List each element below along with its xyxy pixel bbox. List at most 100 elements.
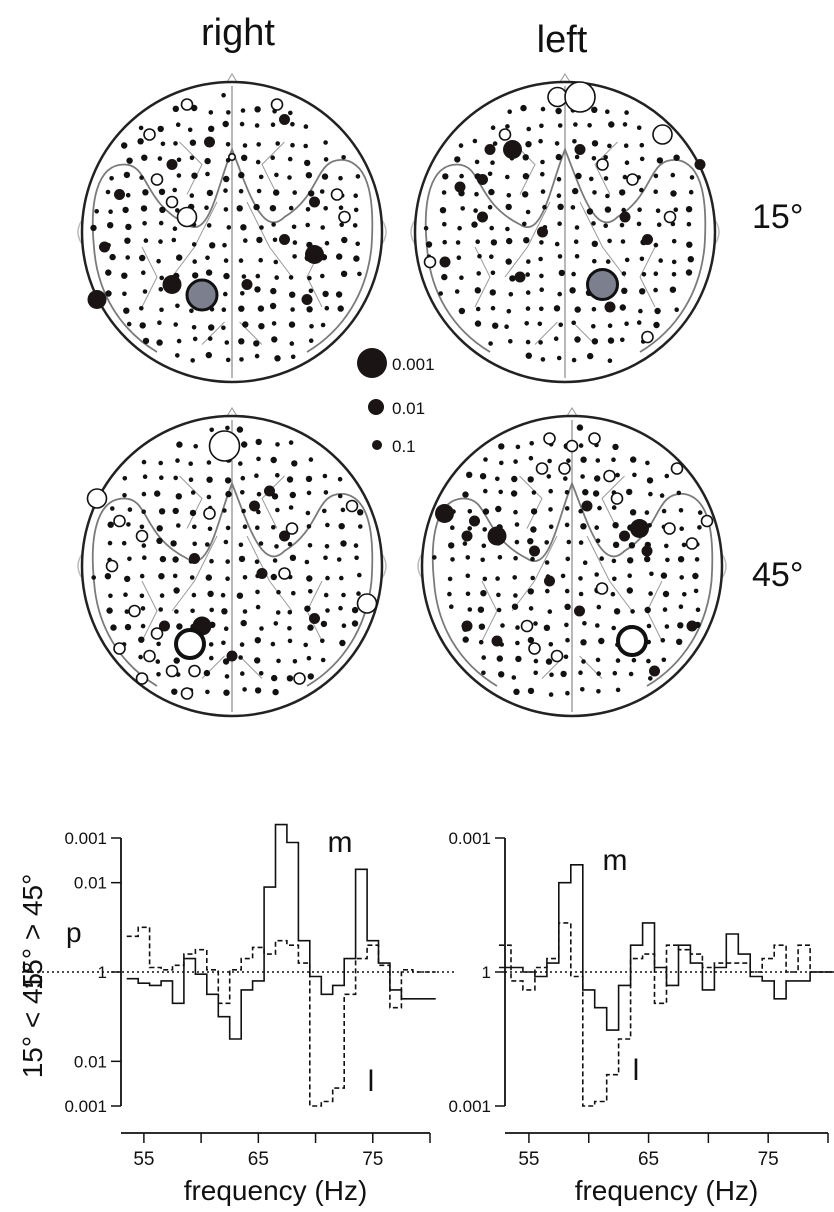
electrode-dot (530, 508, 538, 515)
electrode-dot (574, 336, 581, 343)
angle-label-15: 15° (752, 198, 803, 236)
electrode-dot (141, 491, 147, 497)
electrode-dot (686, 221, 692, 227)
electrode-dot (353, 193, 359, 198)
electrode-open (270, 98, 284, 111)
electrode-dot (597, 505, 602, 511)
electrode-open (135, 529, 149, 543)
right-ear-shape (381, 553, 387, 579)
series-m-line (126, 823, 436, 1040)
electrode-dot (127, 556, 132, 562)
nose-marker (566, 407, 578, 417)
electrode-dot (497, 555, 503, 560)
electrode-open (564, 81, 596, 113)
electrode-significant (477, 174, 488, 185)
electrode-dot (127, 507, 133, 512)
electrode-dot (467, 526, 473, 531)
electrode-significant (619, 530, 630, 542)
electrode-dot (104, 573, 112, 580)
electrode-dot (578, 443, 584, 448)
electrode-dot (270, 122, 276, 127)
electrode-dot (508, 339, 513, 344)
electrode-dot (209, 558, 214, 564)
electrode-dot (515, 444, 521, 450)
electrode-dot (208, 110, 214, 115)
electrode-dot (527, 687, 535, 695)
electrode-dot (578, 540, 584, 545)
electrode-dot (274, 172, 279, 178)
electrode-dot (604, 206, 612, 213)
electrode-dot (159, 275, 164, 281)
electrode-dot (612, 522, 619, 529)
electrode-dot (176, 254, 183, 261)
electrode-dot (209, 655, 214, 661)
electrode-dot (191, 592, 197, 598)
electrode-dot (176, 173, 182, 178)
electrode-dot (158, 188, 166, 195)
electrode-dot (653, 242, 659, 248)
electrode-open (663, 210, 677, 224)
electrode-dot (173, 141, 178, 146)
electrode-open (180, 687, 194, 700)
electrode-dot (305, 207, 311, 212)
electrode-dot (126, 157, 133, 164)
electrode-dot (639, 142, 645, 148)
electrode-dot (459, 275, 464, 281)
p-value-legend: 0.001 0.01 0.1 (357, 348, 435, 456)
electrode-dot (528, 455, 534, 461)
electrode-dot (156, 672, 161, 677)
electrode-dot (108, 209, 113, 214)
electrode-dot (255, 159, 261, 165)
electrode-dot (603, 223, 608, 228)
electrode-dot (482, 576, 488, 582)
electrode-dot (539, 123, 544, 129)
electrode-dot (510, 490, 518, 497)
electrode-dot (337, 305, 344, 312)
electrode-dot (576, 424, 584, 431)
electrode-open (150, 173, 164, 186)
electrode-dot (582, 489, 589, 496)
electrode-dot (357, 572, 362, 578)
electrode-dot (292, 190, 298, 195)
electrode-dot (208, 125, 215, 132)
electrode-dot (139, 175, 144, 180)
electrode-dot (596, 604, 602, 610)
electrode-dot (122, 206, 129, 214)
electrode-dot (442, 173, 449, 180)
electrode-dot (340, 270, 348, 277)
electrode-dot (525, 306, 531, 311)
electrode-dot (255, 273, 261, 279)
electrode-dot (457, 225, 462, 231)
electrode-dot (105, 269, 112, 276)
electrode-dot (292, 240, 298, 245)
electrode-dot (303, 124, 309, 129)
electrode-dot (192, 524, 197, 530)
electrode-dot (221, 608, 228, 615)
electrode-dot (205, 351, 212, 359)
electrode-dot (506, 193, 512, 198)
electrode-dot (622, 122, 628, 127)
electrode-dot (607, 337, 615, 344)
electrode-dot (692, 572, 699, 580)
electrode-dot (290, 142, 295, 148)
electrode-dot (626, 488, 633, 496)
electrode-dot (653, 287, 658, 293)
electrode-dot (454, 289, 460, 294)
electrode-dot (288, 321, 296, 328)
electrode-dot (671, 238, 677, 244)
electrode-dot (122, 476, 128, 481)
electrode-dot (176, 441, 183, 448)
electrode-dot (488, 188, 495, 196)
electrode-dot (173, 657, 180, 664)
electrode-dot (596, 689, 601, 694)
electrode-dot (608, 121, 615, 128)
electrode-dot (204, 157, 211, 165)
electrode-dot (665, 557, 670, 563)
electrode-dot (242, 143, 248, 148)
electrode-dot (305, 510, 311, 516)
electrode-dot (607, 143, 612, 149)
electrode-dot (599, 556, 604, 561)
electrode-dot (473, 208, 478, 213)
electrode-dot (122, 493, 127, 498)
electrode-dot (548, 507, 553, 512)
